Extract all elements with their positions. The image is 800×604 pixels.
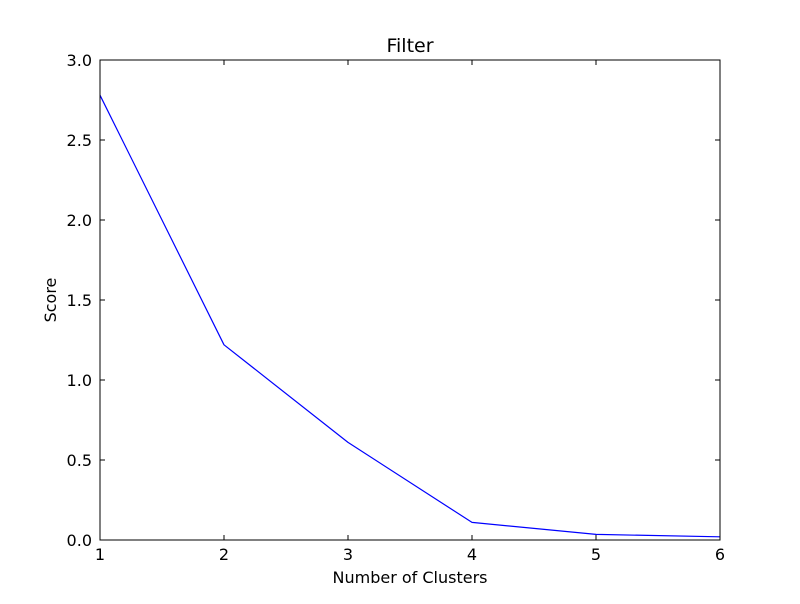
x-tick-label: 4: [467, 545, 477, 564]
x-tick-label: 6: [715, 545, 725, 564]
y-tick-label: 2.0: [67, 211, 92, 230]
y-tick-label: 3.0: [67, 51, 92, 70]
y-tick-label: 0.5: [67, 451, 92, 470]
x-tick-label: 1: [95, 545, 105, 564]
y-axis-label: Score: [41, 278, 60, 323]
x-tick-label: 5: [591, 545, 601, 564]
x-axis-label: Number of Clusters: [333, 568, 488, 587]
x-tick-label: 2: [219, 545, 229, 564]
y-tick-label: 1.0: [67, 371, 92, 390]
x-tick-label: 3: [343, 545, 353, 564]
plot-background: [100, 60, 720, 540]
y-tick-label: 0.0: [67, 531, 92, 550]
y-tick-label: 1.5: [67, 291, 92, 310]
y-tick-label: 2.5: [67, 131, 92, 150]
chart-title: Filter: [386, 35, 433, 57]
